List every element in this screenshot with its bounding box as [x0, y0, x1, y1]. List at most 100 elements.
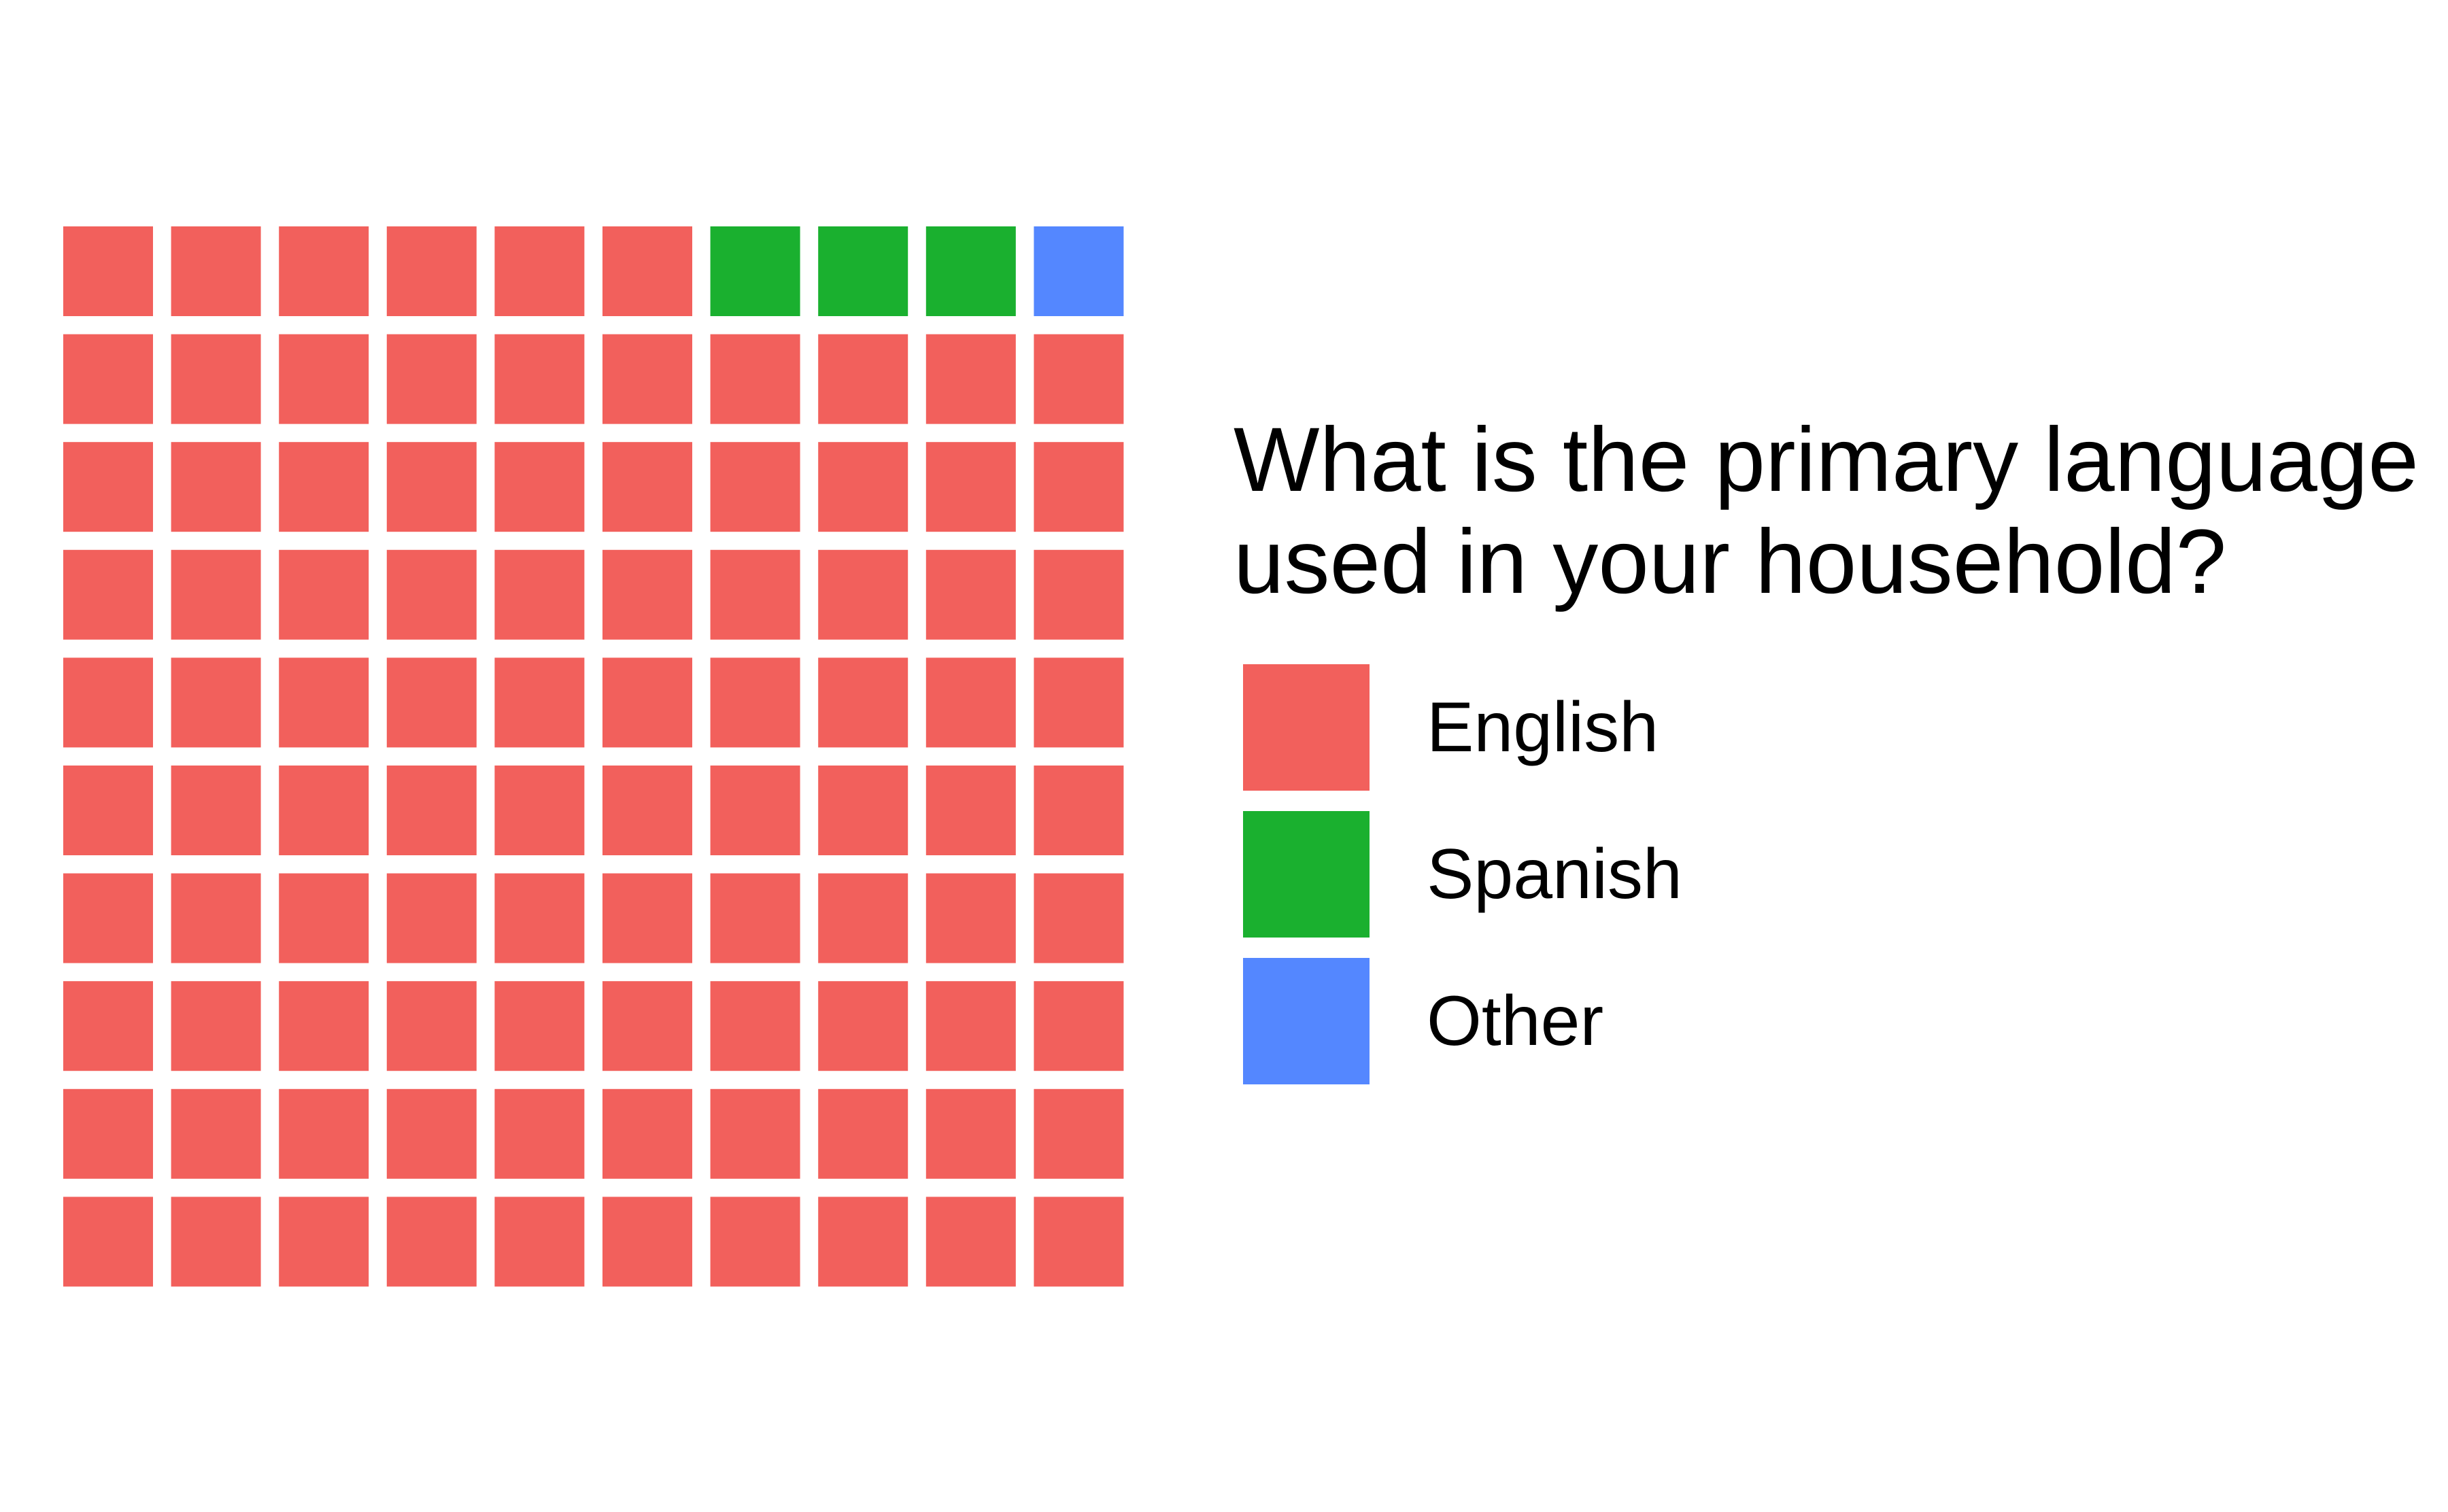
waffle-cell-english: [494, 1088, 585, 1179]
waffle-cell-english: [925, 1197, 1016, 1287]
waffle-cell-english: [925, 981, 1016, 1071]
waffle-cell-english: [279, 334, 369, 424]
waffle-cell-english: [925, 334, 1016, 424]
waffle-cell-english: [602, 1088, 692, 1179]
waffle-cell-english: [710, 657, 800, 748]
waffle-cell-english: [818, 873, 908, 963]
waffle-cell-english: [279, 873, 369, 963]
waffle-cell-english: [1034, 442, 1124, 532]
waffle-cell-english: [602, 1197, 692, 1287]
waffle-cell-english: [63, 1197, 153, 1287]
waffle-cell-spanish: [818, 226, 908, 316]
waffle-cell-english: [710, 766, 800, 855]
waffle-cell-english: [1034, 549, 1124, 640]
waffle-cell-english: [494, 981, 585, 1071]
waffle-cell-english: [1034, 334, 1124, 424]
waffle-cell-english: [494, 873, 585, 963]
waffle-cell-english: [63, 766, 153, 855]
waffle-cell-english: [63, 981, 153, 1071]
waffle-cell-english: [279, 1197, 369, 1287]
waffle-cell-english: [710, 334, 800, 424]
waffle-cell-english: [386, 657, 477, 748]
waffle-cell-english: [925, 657, 1016, 748]
waffle-cell-english: [171, 657, 261, 748]
legend-label-other: Other: [1427, 982, 1604, 1061]
waffle-cell-english: [63, 549, 153, 640]
waffle-cell-english: [602, 442, 692, 532]
waffle-cell-english: [279, 766, 369, 855]
legend-swatch-other: [1243, 958, 1370, 1084]
waffle-cell-english: [279, 1088, 369, 1179]
waffle-cell-english: [63, 873, 153, 963]
waffle-cell-english: [171, 766, 261, 855]
waffle-cell-english: [63, 657, 153, 748]
waffle-cell-english: [386, 981, 477, 1071]
legend-swatch-english: [1243, 664, 1370, 791]
waffle-cell-english: [925, 1088, 1016, 1179]
waffle-cell-english: [925, 766, 1016, 855]
waffle-cell-english: [602, 981, 692, 1071]
waffle-cell-spanish: [710, 226, 800, 316]
waffle-cell-english: [386, 1088, 477, 1179]
waffle-cell-english: [602, 549, 692, 640]
waffle-cell-english: [1034, 1088, 1124, 1179]
waffle-cell-english: [171, 1197, 261, 1287]
waffle-cell-english: [494, 442, 585, 532]
waffle-cell-english: [171, 981, 261, 1071]
waffle-cell-english: [1034, 873, 1124, 963]
waffle-cell-english: [279, 226, 369, 316]
legend-label-spanish: Spanish: [1427, 835, 1682, 914]
waffle-cell-english: [494, 226, 585, 316]
waffle-cell-english: [171, 226, 261, 316]
waffle-cell-english: [279, 981, 369, 1071]
legend-title: What is the primary language used in you…: [1234, 409, 2448, 613]
waffle-cell-english: [494, 1197, 585, 1287]
waffle-cell-english: [171, 1088, 261, 1179]
waffle-cell-english: [710, 1197, 800, 1287]
waffle-cell-english: [171, 334, 261, 424]
waffle-cell-english: [925, 873, 1016, 963]
legend-title-line-2: used in your household?: [1234, 511, 2227, 613]
waffle-cell-english: [386, 226, 477, 316]
waffle-cell-english: [63, 1088, 153, 1179]
waffle-cell-english: [818, 1197, 908, 1287]
waffle-cell-english: [710, 873, 800, 963]
waffle-cell-english: [710, 442, 800, 532]
waffle-cell-english: [171, 873, 261, 963]
waffle-cell-english: [710, 1088, 800, 1179]
legend-swatch-spanish: [1243, 811, 1370, 938]
waffle-cell-english: [386, 1197, 477, 1287]
legend-label-english: English: [1427, 688, 1659, 767]
waffle-cell-english: [386, 766, 477, 855]
waffle-cell-english: [818, 657, 908, 748]
waffle-cell-english: [1034, 981, 1124, 1071]
waffle-cell-english: [279, 549, 369, 640]
waffle-cell-english: [494, 766, 585, 855]
waffle-cell-english: [602, 766, 692, 855]
waffle-cell-english: [386, 334, 477, 424]
waffle-cell-english: [818, 442, 908, 532]
waffle-cell-english: [710, 549, 800, 640]
waffle-cell-english: [63, 226, 153, 316]
legend-title-line-1: What is the primary language: [1234, 409, 2419, 511]
waffle-cell-english: [818, 334, 908, 424]
waffle-cell-english: [279, 442, 369, 532]
waffle-cell-english: [1034, 766, 1124, 855]
waffle-cell-english: [925, 442, 1016, 532]
waffle-cell-english: [171, 442, 261, 532]
waffle-cell-english: [386, 442, 477, 532]
waffle-cell-english: [602, 334, 692, 424]
waffle-cell-english: [602, 657, 692, 748]
waffle-cell-english: [494, 657, 585, 748]
waffle-cell-english: [63, 334, 153, 424]
waffle-cell-english: [818, 766, 908, 855]
waffle-cell-english: [63, 442, 153, 532]
waffle-cell-english: [818, 1088, 908, 1179]
waffle-cell-english: [602, 226, 692, 316]
waffle-cell-english: [710, 981, 800, 1071]
waffle-cell-english: [279, 657, 369, 748]
waffle-cell-english: [386, 549, 477, 640]
waffle-cell-other: [1034, 226, 1124, 316]
waffle-cell-english: [1034, 657, 1124, 748]
